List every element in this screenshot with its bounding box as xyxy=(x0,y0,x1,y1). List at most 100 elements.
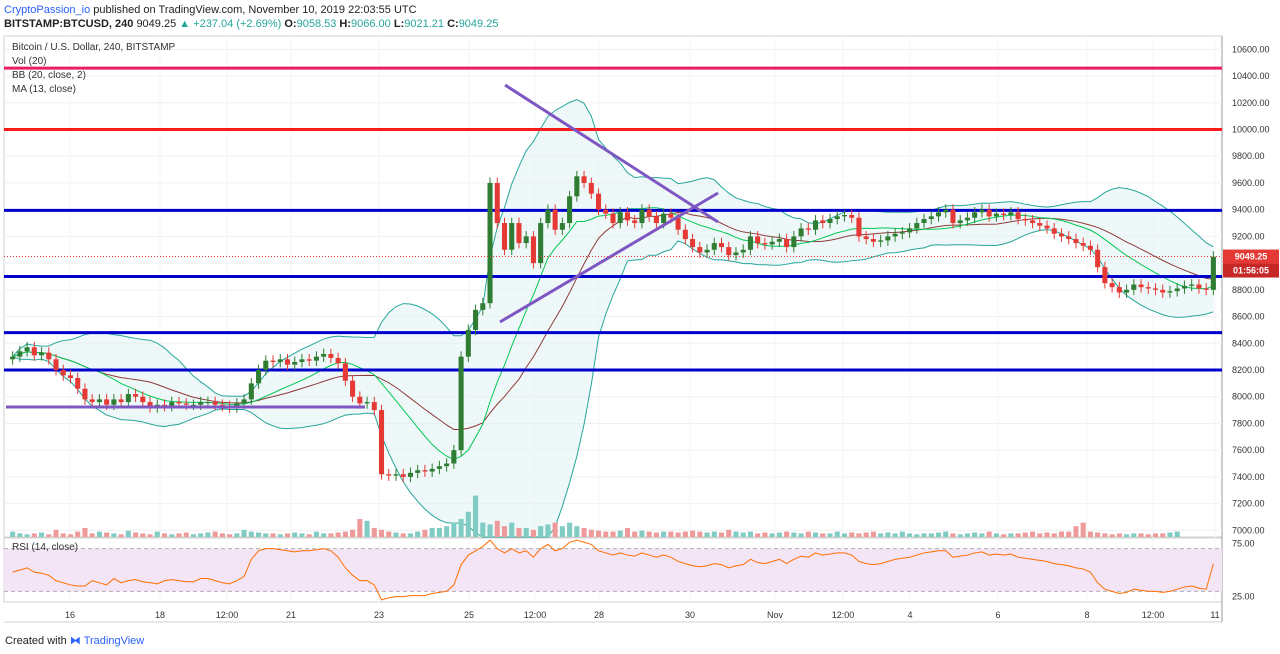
rsi-legend[interactable]: RSI (14, close) xyxy=(12,542,79,553)
candle-body xyxy=(183,403,189,405)
candle-body xyxy=(899,232,905,234)
volume-bar xyxy=(1138,533,1144,537)
volume-bar xyxy=(256,532,262,537)
publish-line: CryptoPassion_io published on TradingVie… xyxy=(4,4,417,16)
candle-body xyxy=(653,216,659,224)
candle-body xyxy=(451,450,457,464)
chart-title: Bitcoin / U.S. Dollar, 240, BITSTAMP xyxy=(12,42,176,53)
candle-body xyxy=(256,370,262,384)
candle-body xyxy=(646,209,652,217)
candle-body xyxy=(219,404,225,407)
time-tick-label: 4 xyxy=(907,610,912,620)
candle-body xyxy=(711,243,717,250)
last-price: 9049.25 xyxy=(136,18,177,30)
price-tick-label: 7400.00 xyxy=(1232,472,1265,482)
price-tick-label: 9400.00 xyxy=(1232,205,1265,215)
candle-body xyxy=(950,209,956,224)
candle-body xyxy=(885,236,891,241)
candle-body xyxy=(82,388,88,400)
candle-body xyxy=(1058,233,1065,237)
candle-body xyxy=(791,236,797,248)
volume-bar xyxy=(675,532,681,537)
volume-bar xyxy=(161,533,168,537)
candle-body xyxy=(617,212,623,224)
price-tick-label: 9600.00 xyxy=(1232,178,1265,188)
candle-body xyxy=(234,403,240,408)
candle-body xyxy=(328,353,334,358)
volume-bar xyxy=(212,531,218,537)
volume-bar xyxy=(588,529,594,537)
volume-bar xyxy=(1066,531,1072,537)
high-label: H: xyxy=(339,18,352,30)
candle-body xyxy=(805,228,811,230)
candle-body xyxy=(1095,249,1101,268)
price-tick-label: 7600.00 xyxy=(1232,445,1265,455)
volume-bar xyxy=(147,534,153,537)
ma-legend[interactable]: MA (13, close) xyxy=(12,84,76,95)
candle-body xyxy=(668,213,674,218)
candle-body xyxy=(581,176,587,183)
tradingview-logo-icon[interactable]: ⧓ xyxy=(69,635,81,647)
price-tick-label: 7800.00 xyxy=(1232,418,1265,428)
last-price-badge-text: 9049.25 xyxy=(1235,252,1268,262)
candle-body xyxy=(190,404,196,406)
candle-body xyxy=(1073,239,1079,244)
candle-body xyxy=(1152,288,1159,290)
candle-body xyxy=(1174,288,1180,292)
volume-bar xyxy=(972,532,978,537)
volume-bar xyxy=(704,532,710,537)
candle-body xyxy=(198,402,204,405)
candle-body xyxy=(1087,245,1093,250)
volume-bar xyxy=(935,532,942,537)
volume-bar xyxy=(133,532,139,537)
candle-body xyxy=(10,356,16,360)
candle-body xyxy=(928,216,934,220)
volume-bar xyxy=(762,532,768,537)
volume-bar xyxy=(1160,533,1166,537)
publisher-name[interactable]: CryptoPassion_io xyxy=(4,4,91,16)
volume-bar xyxy=(733,531,739,537)
volume-bar xyxy=(849,532,855,537)
candle-body xyxy=(415,470,421,473)
volume-bar xyxy=(993,533,999,537)
candle-body xyxy=(241,399,247,404)
bb-legend[interactable]: BB (20, close, 2) xyxy=(12,70,86,81)
volume-bar xyxy=(473,495,479,537)
low-value: 9021.21 xyxy=(404,18,445,30)
volume-bar xyxy=(321,533,327,537)
candle-body xyxy=(494,182,500,224)
candle-body xyxy=(1145,287,1151,289)
volume-bar xyxy=(400,533,406,537)
volume-bar xyxy=(523,528,529,537)
rsi-tick-label: 75.00 xyxy=(1232,538,1255,548)
volume-bar xyxy=(530,529,536,537)
candle-body xyxy=(639,209,645,224)
candle-body xyxy=(400,474,406,477)
volume-bar xyxy=(870,531,876,537)
candle-body xyxy=(1196,284,1202,289)
tradingview-brand[interactable]: TradingView xyxy=(83,635,145,647)
candle-body xyxy=(161,404,168,407)
volume-bar xyxy=(306,534,312,537)
volume-bar xyxy=(950,533,956,537)
volume-bar xyxy=(1116,533,1122,537)
candle-body xyxy=(299,359,305,362)
volume-bar xyxy=(494,520,500,537)
candle-body xyxy=(125,394,131,403)
volume-bar xyxy=(769,533,775,537)
vol-legend[interactable]: Vol (20) xyxy=(12,56,47,67)
candle-body xyxy=(740,249,746,253)
volume-bar xyxy=(552,522,558,537)
candle-body xyxy=(364,402,370,404)
volume-bar xyxy=(1022,532,1028,537)
candle-body xyxy=(870,239,876,242)
candle-body xyxy=(957,220,963,224)
volume-bar xyxy=(856,533,862,537)
volume-bar xyxy=(248,531,254,537)
price-tick-label: 10600.00 xyxy=(1232,44,1270,54)
volume-bar xyxy=(921,533,927,537)
candle-body xyxy=(972,212,978,218)
rsi-tick-label: 25.00 xyxy=(1232,592,1255,602)
candle-body xyxy=(270,360,276,362)
